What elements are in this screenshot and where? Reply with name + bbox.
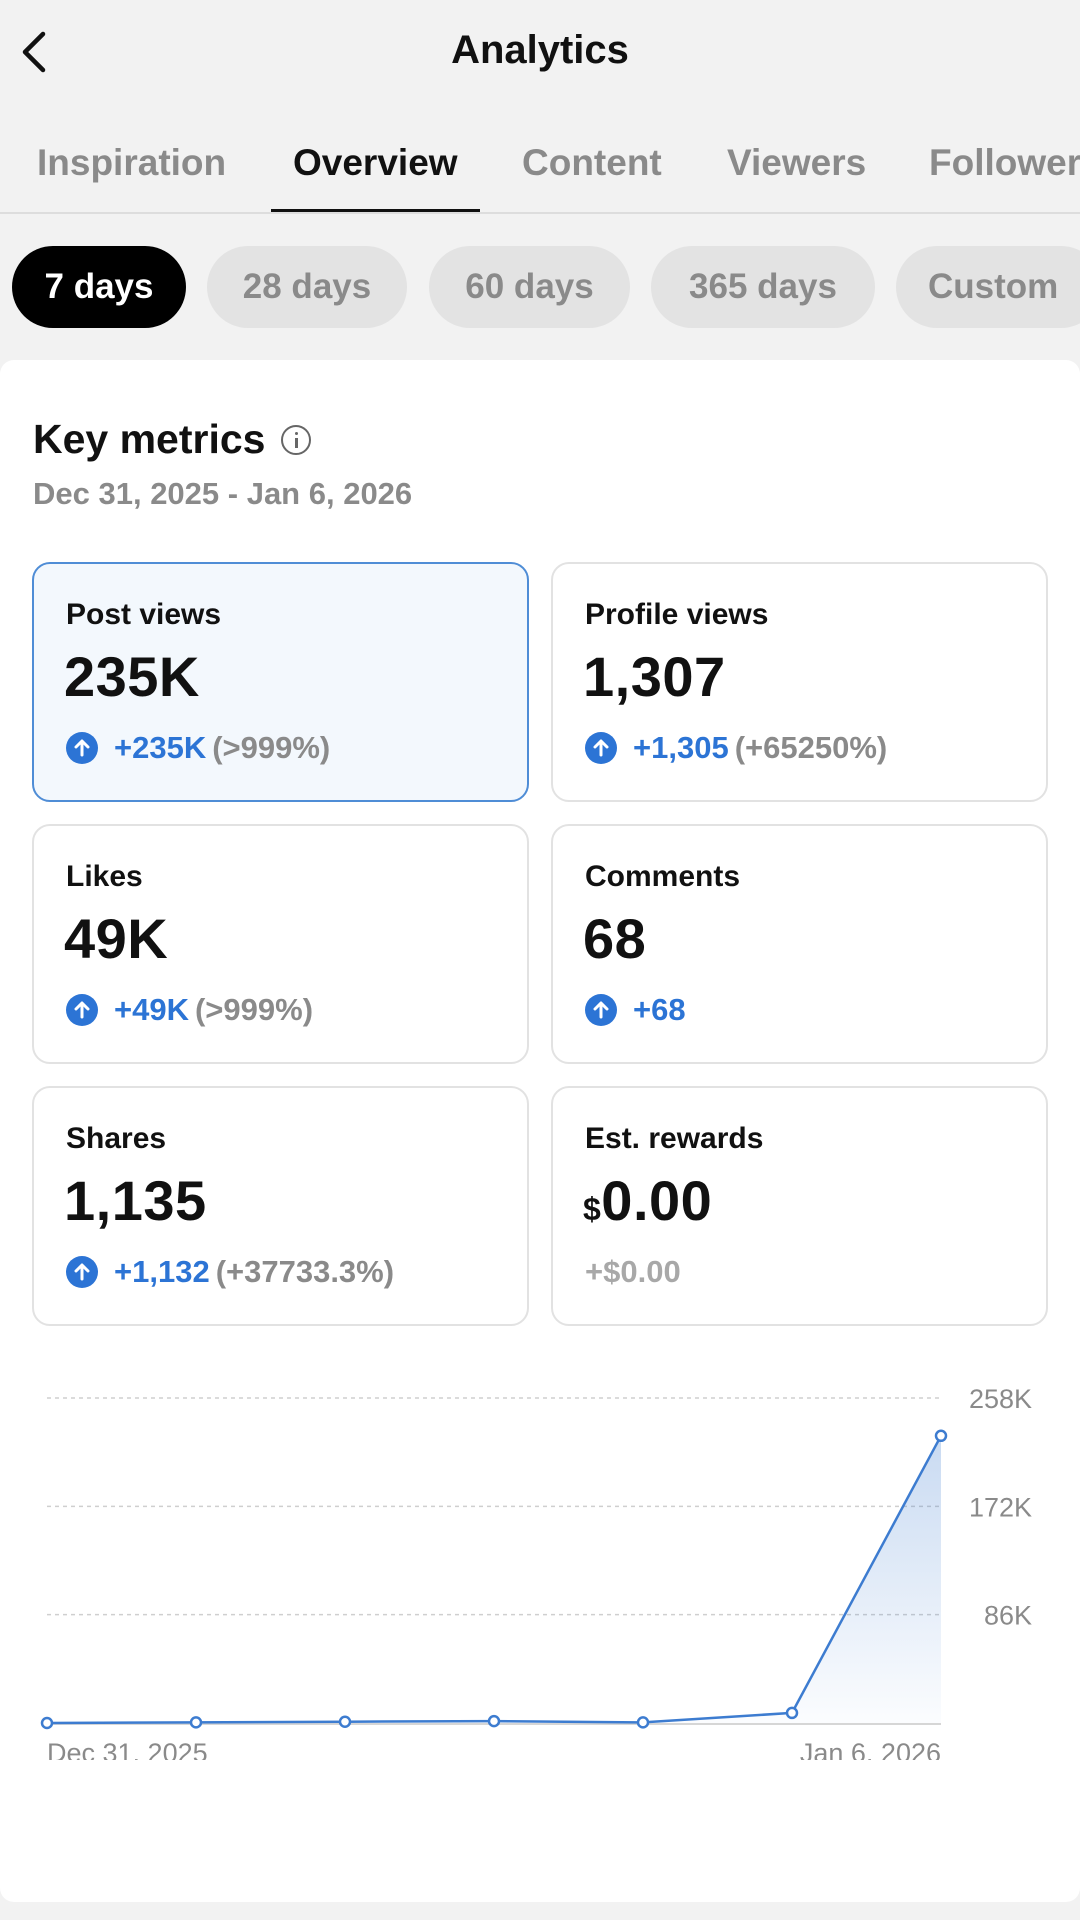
- metric-change-percent: (+37733.3%): [215, 1254, 395, 1289]
- metric-change-percent: (>999%): [212, 730, 331, 765]
- metric-value: $0.00: [583, 1168, 712, 1233]
- metric-card-shares[interactable]: Shares 1,135 +1,132 (+37733.3%): [32, 1086, 529, 1326]
- metric-card-comments[interactable]: Comments 68 +68: [551, 824, 1048, 1064]
- period-chip-28-days[interactable]: 28 days: [207, 246, 407, 328]
- data-point[interactable]: [338, 1715, 352, 1728]
- metric-change-value: +1,132: [114, 1254, 210, 1289]
- metric-label: Shares: [66, 1122, 167, 1155]
- data-point[interactable]: [785, 1706, 799, 1720]
- arrow-up-icon: [66, 732, 98, 764]
- metric-change: +235K (>999%): [66, 730, 330, 766]
- arrow-up-icon: [66, 994, 98, 1026]
- metric-change-percent: (+65250%): [734, 730, 888, 765]
- chevron-left-icon: [22, 31, 46, 73]
- metric-value: 49K: [64, 907, 169, 970]
- metric-value-amount: 0.00: [601, 1169, 713, 1232]
- metric-value: 68: [583, 907, 647, 970]
- arrow-up-icon: [585, 732, 617, 764]
- metric-change: +49K (>999%): [66, 992, 313, 1028]
- page-title: Analytics: [451, 28, 629, 72]
- metric-label: Comments: [585, 860, 741, 893]
- tab-content[interactable]: Content: [522, 142, 662, 183]
- key-metrics-heading: Key metrics: [33, 416, 312, 463]
- data-point[interactable]: [189, 1716, 203, 1729]
- metric-value: 1,135: [64, 1169, 207, 1232]
- period-chip-custom[interactable]: Custom: [896, 246, 1080, 328]
- metric-label: Likes: [66, 860, 143, 893]
- period-chip-365-days[interactable]: 365 days: [651, 246, 875, 328]
- metric-label: Profile views: [585, 598, 769, 631]
- data-point[interactable]: [934, 1429, 948, 1443]
- y-tick-label: 172K: [969, 1492, 1032, 1522]
- post-views-chart[interactable]: 86K 172K 258K Dec 31, 2025 Jan 6, 2026: [0, 1360, 1080, 1760]
- key-metrics-title: Key metrics: [33, 416, 266, 462]
- key-metrics-panel: Key metrics Dec 31, 2025 - Jan 6, 2026 P…: [0, 360, 1080, 1902]
- metric-card-est-rewards[interactable]: Est. rewards $0.00 +$0.00: [551, 1086, 1048, 1326]
- metric-change-percent: (>999%): [194, 992, 314, 1027]
- metric-card-profile-views[interactable]: Profile views 1,307 +1,305 (+65250%): [551, 562, 1048, 802]
- period-chip-7-days[interactable]: 7 days: [12, 246, 186, 328]
- series-line: [46, 1435, 943, 1725]
- metric-change-value: +49K: [114, 992, 189, 1027]
- info-icon[interactable]: [281, 424, 312, 455]
- data-point[interactable]: [40, 1716, 54, 1730]
- back-button[interactable]: [10, 24, 58, 80]
- top-bar: Analytics: [0, 0, 1080, 105]
- series-area: [47, 1435, 941, 1723]
- metric-change: +68: [585, 992, 686, 1028]
- metric-card-post-views[interactable]: Post views 235K +235K (>999%): [32, 562, 529, 802]
- period-selector: 7 days 28 days 60 days 365 days Custom: [0, 246, 1080, 328]
- metric-change-value: +1,305: [633, 730, 729, 765]
- metric-value: 235K: [64, 645, 200, 708]
- tab-inspiration[interactable]: Inspiration: [37, 142, 227, 183]
- date-range: Dec 31, 2025 - Jan 6, 2026: [33, 476, 413, 511]
- metric-change-value: +68: [633, 992, 686, 1027]
- metric-change: +1,132 (+37733.3%): [66, 1254, 394, 1290]
- metric-card-likes[interactable]: Likes 49K +49K (>999%): [32, 824, 529, 1064]
- tab-viewers[interactable]: Viewers: [727, 142, 867, 183]
- analytics-tabs: Inspiration Overview Content Viewers Fol…: [0, 130, 1080, 214]
- metric-change-value: +$0.00: [585, 1254, 681, 1289]
- period-chip-60-days[interactable]: 60 days: [429, 246, 630, 328]
- x-tick-label: Dec 31, 2025: [47, 1738, 208, 1760]
- metric-change: +1,305 (+65250%): [585, 730, 887, 766]
- metric-value: 1,307: [583, 645, 726, 708]
- data-point[interactable]: [636, 1716, 650, 1729]
- metric-change: +$0.00: [585, 1254, 681, 1290]
- arrow-up-icon: [585, 994, 617, 1026]
- metric-label: Post views: [66, 598, 222, 631]
- y-tick-label: 258K: [969, 1384, 1032, 1414]
- metric-change-value: +235K: [114, 730, 207, 765]
- data-point[interactable]: [487, 1714, 501, 1728]
- tab-followers[interactable]: Followers: [929, 142, 1080, 183]
- y-tick-label: 86K: [984, 1601, 1032, 1631]
- x-tick-label: Jan 6, 2026: [800, 1738, 941, 1760]
- arrow-up-icon: [66, 1256, 98, 1288]
- currency-symbol: $: [583, 1191, 602, 1227]
- metric-label: Est. rewards: [585, 1122, 764, 1155]
- tab-overview[interactable]: Overview: [271, 130, 480, 212]
